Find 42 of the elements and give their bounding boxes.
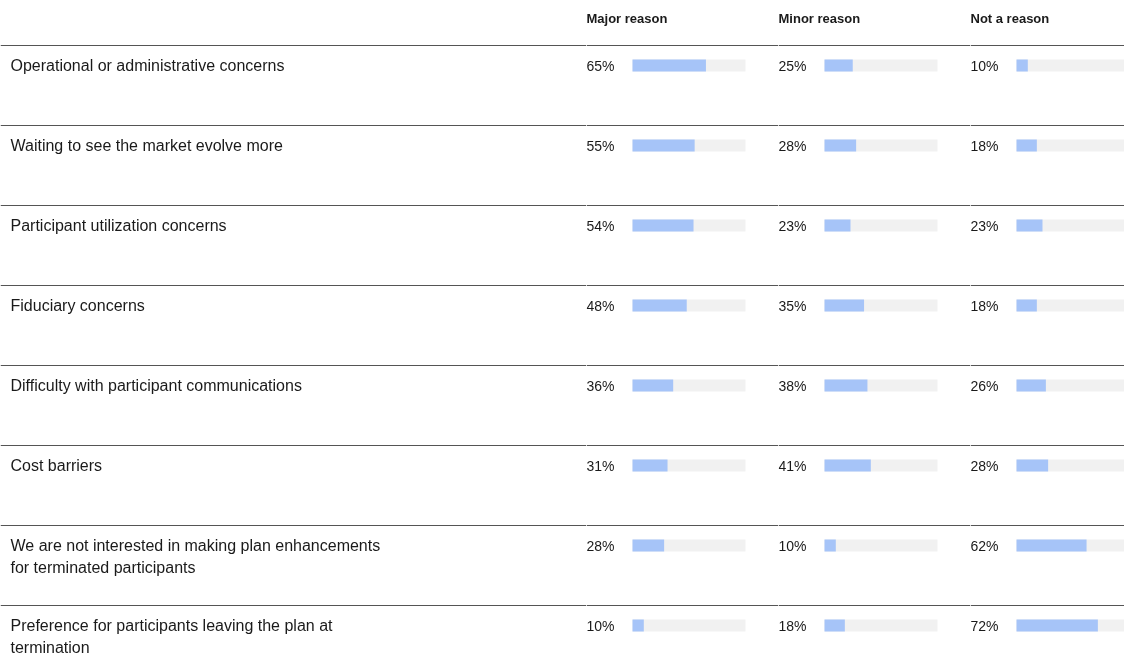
data-label: 48% <box>586 297 615 314</box>
bar <box>824 619 845 632</box>
data-label: 41% <box>778 457 807 474</box>
y-tick-label: Participant utilization concerns <box>10 216 227 234</box>
y-tick-label: Operational or administrative concerns <box>10 56 285 74</box>
data-label: 10% <box>778 537 807 554</box>
data-label: 28% <box>586 537 615 554</box>
data-label: 23% <box>778 217 807 234</box>
chart-title: Minor reason <box>778 11 861 26</box>
data-label: 10% <box>970 57 999 74</box>
data-label: 26% <box>970 377 999 394</box>
chart-title: Major reason <box>586 11 668 26</box>
data-label: 31% <box>586 457 615 474</box>
data-label: 28% <box>778 137 807 154</box>
data-label: 18% <box>970 297 999 314</box>
data-label: 10% <box>586 617 615 634</box>
bar <box>824 539 836 552</box>
data-label: 62% <box>970 537 999 554</box>
bar <box>1016 299 1037 312</box>
data-label: 54% <box>586 217 615 234</box>
y-tick-label: Waiting to see the market evolve more <box>10 136 284 154</box>
data-label: 28% <box>970 457 999 474</box>
y-tick-label: Cost barriers <box>10 456 103 474</box>
data-label: 25% <box>778 57 807 74</box>
data-label: 55% <box>586 137 615 154</box>
data-label: 18% <box>970 137 999 154</box>
bar <box>1016 139 1037 152</box>
bar <box>632 619 644 632</box>
data-label: 72% <box>970 617 999 634</box>
data-label: 23% <box>970 217 999 234</box>
data-label: 35% <box>778 297 807 314</box>
y-tick-label: Preference for participants leaving the plan at termination <box>10 616 334 656</box>
data-label: 36% <box>586 377 615 394</box>
y-tick-label: Difficulty with participant communications <box>10 376 302 394</box>
bar <box>1016 59 1028 72</box>
bar <box>824 219 851 232</box>
text: Not a reason <box>970 11 1050 26</box>
y-tick-label: Fiduciary concerns <box>10 296 145 314</box>
data-label: 38% <box>778 377 807 394</box>
data-label: 18% <box>778 617 807 634</box>
data-label: 65% <box>586 57 615 74</box>
y-tick-label: We are not interested in making plan enhancements for terminated participants <box>10 536 381 576</box>
